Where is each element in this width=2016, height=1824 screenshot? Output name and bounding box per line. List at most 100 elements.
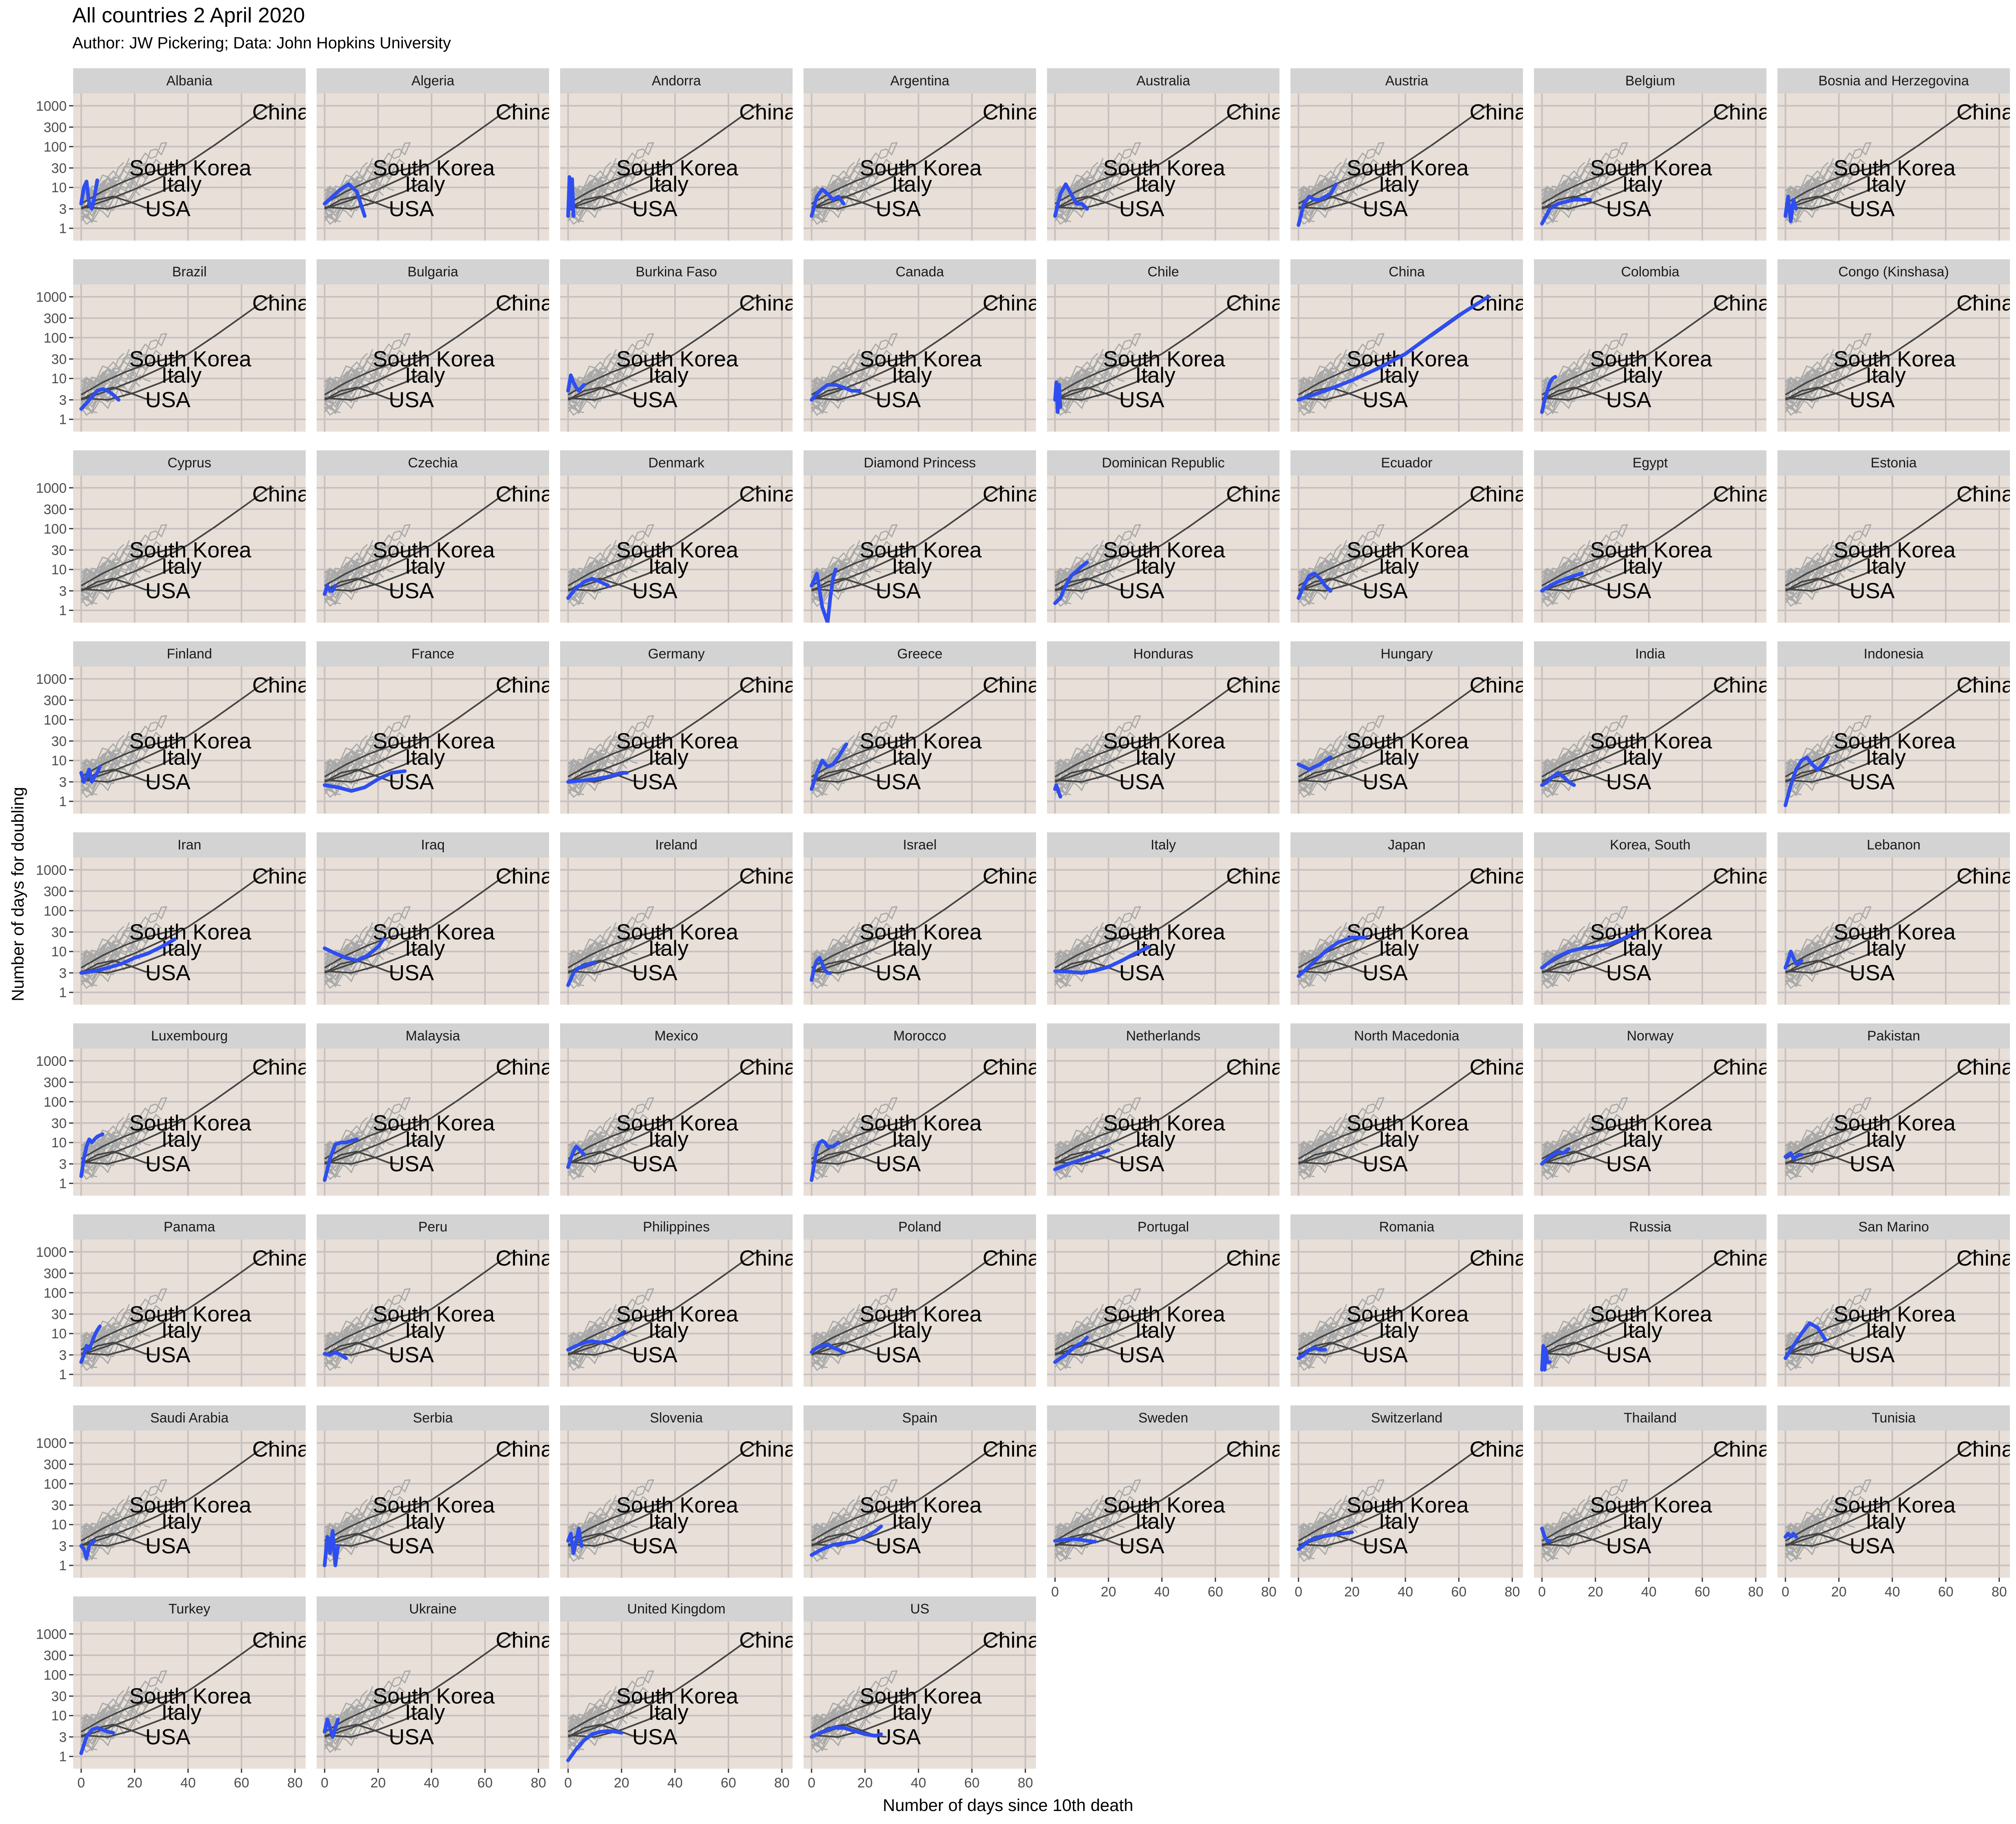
reference-label: South Korea — [616, 729, 739, 753]
reference-label: China — [1957, 291, 2014, 315]
other-country-line — [1542, 1327, 1569, 1346]
other-country-line — [1054, 1507, 1104, 1551]
other-country-line — [1541, 953, 1601, 983]
reference-label: USA — [632, 579, 678, 603]
other-country-line — [1785, 953, 1829, 983]
x-tick-label: 40 — [667, 1775, 683, 1791]
reference-line — [80, 356, 178, 395]
other-country-line — [1542, 565, 1612, 606]
reference-label: South Korea — [1590, 729, 1712, 753]
other-country-line — [324, 1335, 384, 1365]
facet-strip — [73, 1023, 306, 1049]
other-country-line — [1541, 1160, 1575, 1180]
reference-line — [811, 1442, 1004, 1547]
reference-line — [811, 564, 908, 592]
y-tick-label: 1 — [59, 1176, 67, 1192]
other-country-line — [1298, 1329, 1369, 1370]
reference-label: South Korea — [1103, 156, 1225, 180]
facet-strip-label: Ecuador — [1381, 455, 1433, 471]
other-country-line — [567, 396, 601, 416]
reference-label: South Korea — [1103, 729, 1225, 753]
other-country-line — [1785, 374, 1855, 415]
other-country-line — [1541, 361, 1591, 405]
facet-strip — [1534, 68, 1766, 93]
other-country-line — [567, 1687, 628, 1738]
reference-line — [1055, 1519, 1152, 1547]
y-tick-label: 100 — [43, 1477, 67, 1492]
other-country-line — [1298, 1125, 1347, 1169]
reference-label: Italy — [892, 172, 932, 196]
reference-line — [1541, 387, 1617, 401]
other-country-line — [1541, 1335, 1585, 1365]
other-country-line — [80, 1305, 141, 1356]
reference-line — [1785, 373, 1882, 401]
reference-line — [568, 1137, 665, 1165]
reference-label: Italy — [405, 936, 445, 960]
reference-line — [1298, 1503, 1395, 1542]
reference-line — [324, 946, 421, 974]
facet-strip-label: Diamond Princess — [864, 455, 976, 471]
other-country-line — [324, 170, 374, 214]
reference-line — [567, 195, 643, 210]
other-country-line — [1298, 404, 1315, 413]
country-series-line — [1297, 1530, 1354, 1551]
reference-label: South Korea — [1590, 920, 1712, 944]
reference-label: South Korea — [373, 1111, 495, 1135]
other-country-line — [1785, 1144, 1829, 1174]
y-tick-label: 300 — [43, 693, 67, 708]
other-country-line — [1298, 587, 1331, 607]
other-country-line — [324, 595, 341, 604]
other-country-line — [80, 552, 130, 596]
other-country-line — [1298, 934, 1347, 978]
facet-strip-label: Netherlands — [1126, 1028, 1200, 1044]
other-country-line — [1298, 1138, 1369, 1179]
other-country-line — [1055, 1329, 1125, 1370]
reference-label: USA — [146, 1343, 191, 1367]
other-country-line — [1055, 754, 1082, 773]
facet-strip — [804, 1023, 1036, 1049]
other-country-line — [1785, 778, 1818, 798]
y-tick-label: 300 — [43, 120, 67, 135]
other-country-line — [1054, 587, 1088, 607]
reference-label: China — [739, 482, 797, 506]
reference-line — [1785, 1060, 1978, 1165]
reference-label: China — [1713, 482, 1771, 506]
reference-label: South Korea — [860, 538, 982, 562]
other-country-line — [80, 951, 98, 960]
y-tick-label: 10 — [51, 562, 67, 578]
other-country-line — [1785, 595, 1802, 604]
other-country-line — [567, 1550, 584, 1559]
panel-background — [1290, 476, 1523, 623]
other-country-line — [1541, 732, 1601, 783]
y-tick-label: 30 — [51, 1307, 67, 1322]
other-country-line — [567, 595, 584, 604]
facet-strip-label: Algeria — [411, 73, 454, 89]
panel-background — [317, 476, 549, 623]
other-country-line — [1054, 953, 1114, 983]
y-tick-label: 100 — [43, 1668, 67, 1683]
other-country-line — [811, 1715, 828, 1724]
other-country-line — [1542, 374, 1612, 415]
other-country-line — [324, 396, 357, 416]
reference-label: China — [252, 673, 310, 697]
reference-line — [1054, 387, 1130, 401]
reference-line — [1785, 769, 1861, 783]
reference-label: USA — [632, 1343, 678, 1367]
country-series-line — [810, 187, 846, 218]
other-country-line — [567, 205, 601, 225]
reference-line — [811, 929, 908, 968]
reference-line — [1054, 195, 1130, 210]
country-series-line — [810, 1524, 883, 1557]
